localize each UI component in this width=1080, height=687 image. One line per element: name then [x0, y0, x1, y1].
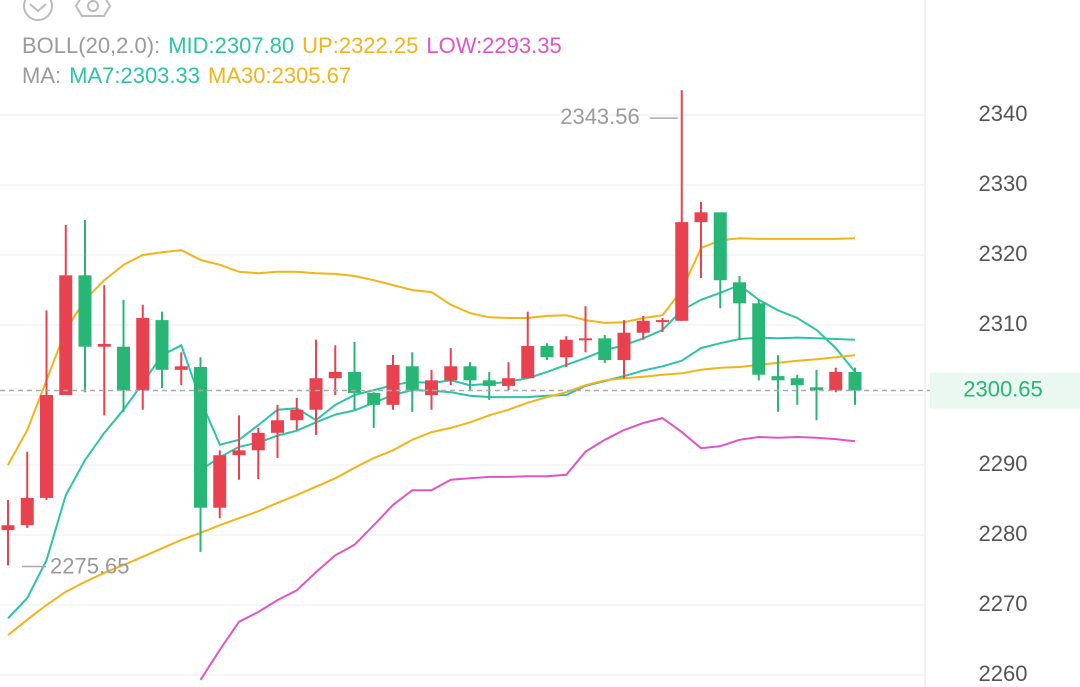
candle-body: [482, 380, 496, 386]
boll-heading: BOLL(20,2.0):: [22, 33, 160, 58]
candle-body: [309, 378, 323, 410]
candle-body: [136, 318, 150, 391]
y-tick-label: 2290: [979, 451, 1028, 476]
toolbar-icons[interactable]: [23, 0, 112, 21]
candle-body: [20, 497, 34, 526]
candle-body: [117, 346, 130, 391]
candle-body: [656, 320, 669, 323]
candle-body: [194, 367, 207, 508]
y-tick-label: 2310: [979, 311, 1028, 336]
candle-body: [251, 432, 265, 451]
indicator-line: [7, 237, 856, 466]
candle-body: [598, 338, 612, 361]
legend-item: MA7:2303.33: [69, 63, 200, 88]
indicator-line: [199, 336, 856, 471]
candle-body: [232, 450, 246, 456]
candle-body: [213, 455, 227, 508]
y-tick-label: 2320: [979, 241, 1028, 266]
settings-dot: [87, 0, 99, 12]
collapse-icon[interactable]: [23, 0, 53, 21]
candle-body: [425, 380, 438, 396]
candle-body: [386, 364, 400, 405]
candle-body: [559, 339, 573, 358]
indicator-line: [7, 283, 856, 619]
candle-body: [829, 371, 843, 391]
candle-body: [40, 395, 53, 498]
candle-body: [675, 222, 689, 321]
candle-body: [174, 366, 188, 370]
y-tick-label: 2280: [979, 521, 1028, 546]
candle-body: [463, 366, 477, 381]
ma-legend: MA: MA7:2303.33 MA30:2305.67: [22, 63, 351, 88]
candle-body: [271, 420, 284, 433]
legend-item: MA30:2305.67: [208, 63, 351, 88]
legend-item: LOW:2293.35: [426, 33, 561, 58]
candle-body: [521, 346, 535, 379]
candle-body: [290, 409, 304, 421]
candle-body: [540, 346, 554, 358]
min-marker-label: 2275.65: [50, 553, 130, 578]
candle-body: [848, 371, 862, 391]
candle-body: [617, 332, 631, 361]
candle-body: [405, 366, 419, 391]
candle-body: [810, 387, 823, 391]
candle-body: [771, 376, 785, 381]
y-tick-label: 2340: [979, 101, 1028, 126]
candle-body: [752, 303, 766, 375]
chevron: [29, 3, 47, 13]
candles: [1, 90, 862, 566]
indicator-lines: [7, 237, 856, 681]
last-price-box: [930, 372, 1080, 409]
candle-body: [502, 378, 515, 386]
settings-icon[interactable]: [74, 0, 112, 17]
y-tick-label: 2260: [979, 661, 1028, 686]
candle-body: [155, 320, 169, 370]
candle-body: [733, 282, 746, 304]
y-tick-label: 2270: [979, 591, 1028, 616]
boll-legend: BOLL(20,2.0): MID:2307.80 UP:2322.25 LOW:22…: [22, 33, 562, 58]
y-tick-label: 2330: [979, 171, 1028, 196]
candle-body: [713, 212, 727, 281]
annotations: 2343.56 2275.65 2300.65: [0, 104, 1080, 578]
candle-body: [636, 320, 650, 333]
legend-item: UP:2322.25: [302, 33, 418, 58]
candle-body: [328, 371, 342, 379]
candle-body: [348, 371, 361, 393]
indicator-line: [7, 354, 856, 636]
candle-body: [790, 378, 804, 386]
ma-heading: MA:: [22, 63, 61, 88]
candle-body: [78, 275, 92, 347]
legend-item: MID:2307.80: [168, 33, 294, 58]
last-price-label: 2300.65: [963, 376, 1043, 401]
candle-body: [444, 366, 458, 381]
candle-body: [694, 212, 708, 223]
max-marker-label: 2343.56: [560, 104, 640, 129]
candle-body: [579, 338, 592, 341]
grid: 226022702280229023002310232023302340: [0, 101, 1027, 686]
candle-body: [367, 392, 381, 405]
indicator-line: [199, 417, 856, 681]
candle-body: [59, 275, 73, 396]
candle-body: [1, 525, 15, 531]
candle-body: [97, 343, 111, 347]
